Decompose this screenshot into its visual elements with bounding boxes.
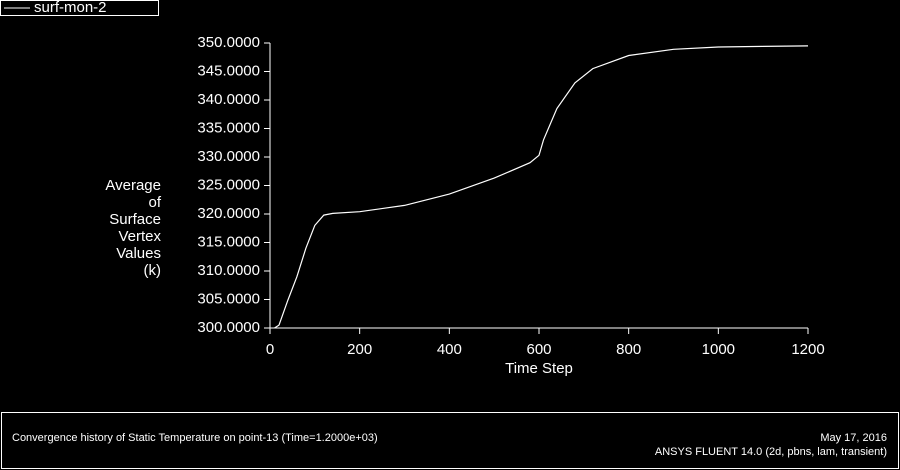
y-axis-title: of [148,194,161,211]
y-tick-label: 330.0000 [197,148,260,165]
x-tick-label: 200 [347,341,372,358]
y-tick-label: 350.0000 [197,34,260,51]
x-tick-label: 1200 [791,341,824,358]
y-tick-label: 320.0000 [197,205,260,222]
footer-date: May 17, 2016 [820,432,887,444]
x-tick-label: 400 [437,341,462,358]
data-line [274,45,809,329]
y-tick-label: 310.0000 [197,262,260,279]
x-tick-label: 1000 [702,341,735,358]
x-tick-label: 0 [266,341,274,358]
y-axis-title: Surface [109,211,161,228]
x-tick-label: 800 [616,341,641,358]
y-tick-label: 315.0000 [197,233,260,250]
y-tick-label: 340.0000 [197,91,260,108]
legend-label: surf-mon-2 [34,0,107,16]
y-tick-label: 335.0000 [197,119,260,136]
footer-description: Convergence history of Static Temperatur… [12,432,378,444]
y-tick-label: 305.0000 [197,290,260,307]
y-axis-title: Average [105,177,161,194]
y-tick-label: 300.0000 [197,319,260,336]
legend-box [0,0,159,16]
footer-box [1,412,899,469]
footer-software: ANSYS FLUENT 14.0 (2d, pbns, lam, transi… [655,446,887,458]
x-axis-title: Time Step [505,360,573,377]
y-axis-title: Vertex [118,228,161,245]
y-tick-label: 325.0000 [197,176,260,193]
x-tick-label: 600 [526,341,551,358]
y-tick-label: 345.0000 [197,62,260,79]
y-axis-title: (k) [144,262,162,279]
y-axis-title: Values [116,245,161,262]
